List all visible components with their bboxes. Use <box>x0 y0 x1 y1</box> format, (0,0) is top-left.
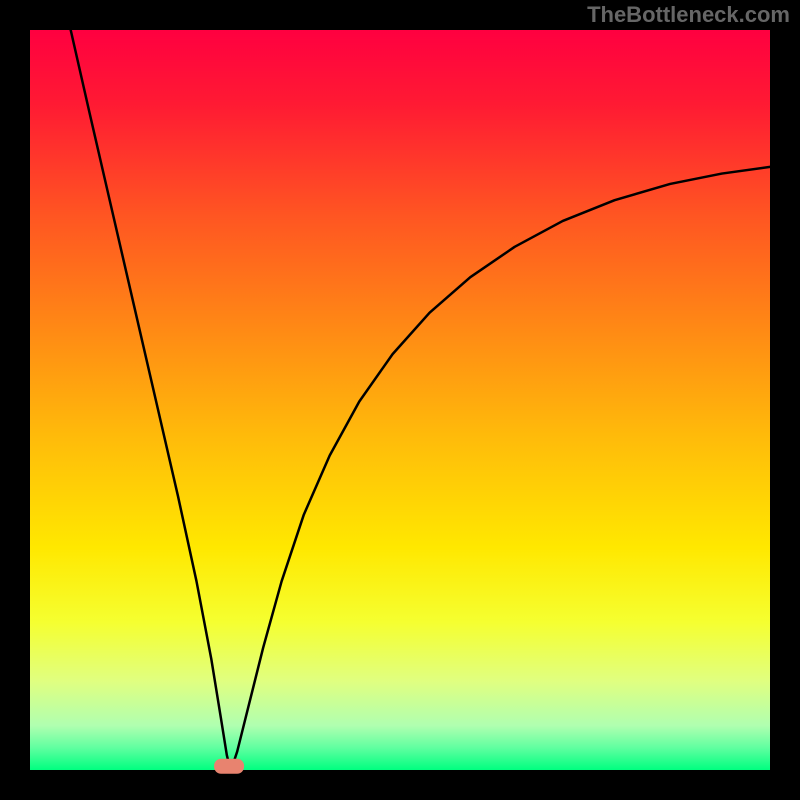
bottleneck-chart <box>0 0 800 800</box>
chart-container: TheBottleneck.com <box>0 0 800 800</box>
watermark-text: TheBottleneck.com <box>587 2 790 28</box>
plot-area <box>30 30 770 770</box>
minimum-marker <box>214 759 244 774</box>
